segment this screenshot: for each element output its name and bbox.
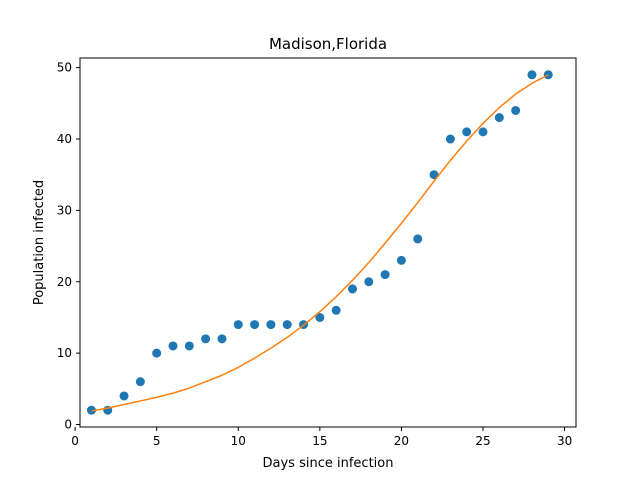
data-point (119, 391, 129, 401)
x-axis-label: Days since infection (263, 456, 394, 471)
y-tick-label: 0 (64, 418, 72, 432)
data-point (266, 320, 276, 330)
data-point (396, 255, 406, 265)
plot-frame (79, 57, 577, 428)
data-point (184, 341, 194, 351)
x-tick-label: 20 (394, 434, 409, 448)
data-point (331, 305, 341, 315)
x-axis: 0 5 10 15 20 25 30 (71, 427, 572, 448)
data-point (494, 113, 504, 123)
data-point (380, 270, 390, 280)
plot-area (86, 70, 553, 415)
data-point (233, 320, 243, 330)
data-point (315, 312, 325, 322)
data-point (217, 334, 227, 344)
y-tick-label: 30 (57, 203, 72, 217)
data-point (429, 170, 439, 180)
y-tick-label: 20 (57, 275, 72, 289)
data-point (168, 341, 178, 351)
data-point (347, 284, 357, 294)
data-point (250, 320, 260, 330)
data-point (511, 105, 521, 115)
chart-title: Madison,Florida (269, 35, 387, 53)
data-point (462, 127, 472, 137)
x-tick-label: 0 (71, 434, 79, 448)
x-tick-label: 5 (153, 434, 161, 448)
y-axis-label: Population infected (32, 180, 47, 305)
data-point (135, 377, 145, 387)
data-point (282, 320, 292, 330)
y-axis: 0 10 20 30 40 50 (57, 61, 80, 432)
data-point (445, 134, 455, 144)
x-tick-label: 15 (312, 434, 327, 448)
x-tick-label: 25 (475, 434, 490, 448)
fit-line (91, 74, 549, 412)
y-tick-label: 50 (57, 61, 72, 75)
x-tick-label: 30 (557, 434, 572, 448)
data-point (364, 277, 374, 287)
data-point (527, 70, 537, 80)
y-tick-label: 10 (57, 346, 72, 360)
data-point (152, 348, 162, 358)
y-tick-label: 40 (57, 132, 72, 146)
data-point (478, 127, 488, 137)
data-point (201, 334, 211, 344)
x-tick-label: 10 (231, 434, 246, 448)
data-point (413, 234, 423, 244)
